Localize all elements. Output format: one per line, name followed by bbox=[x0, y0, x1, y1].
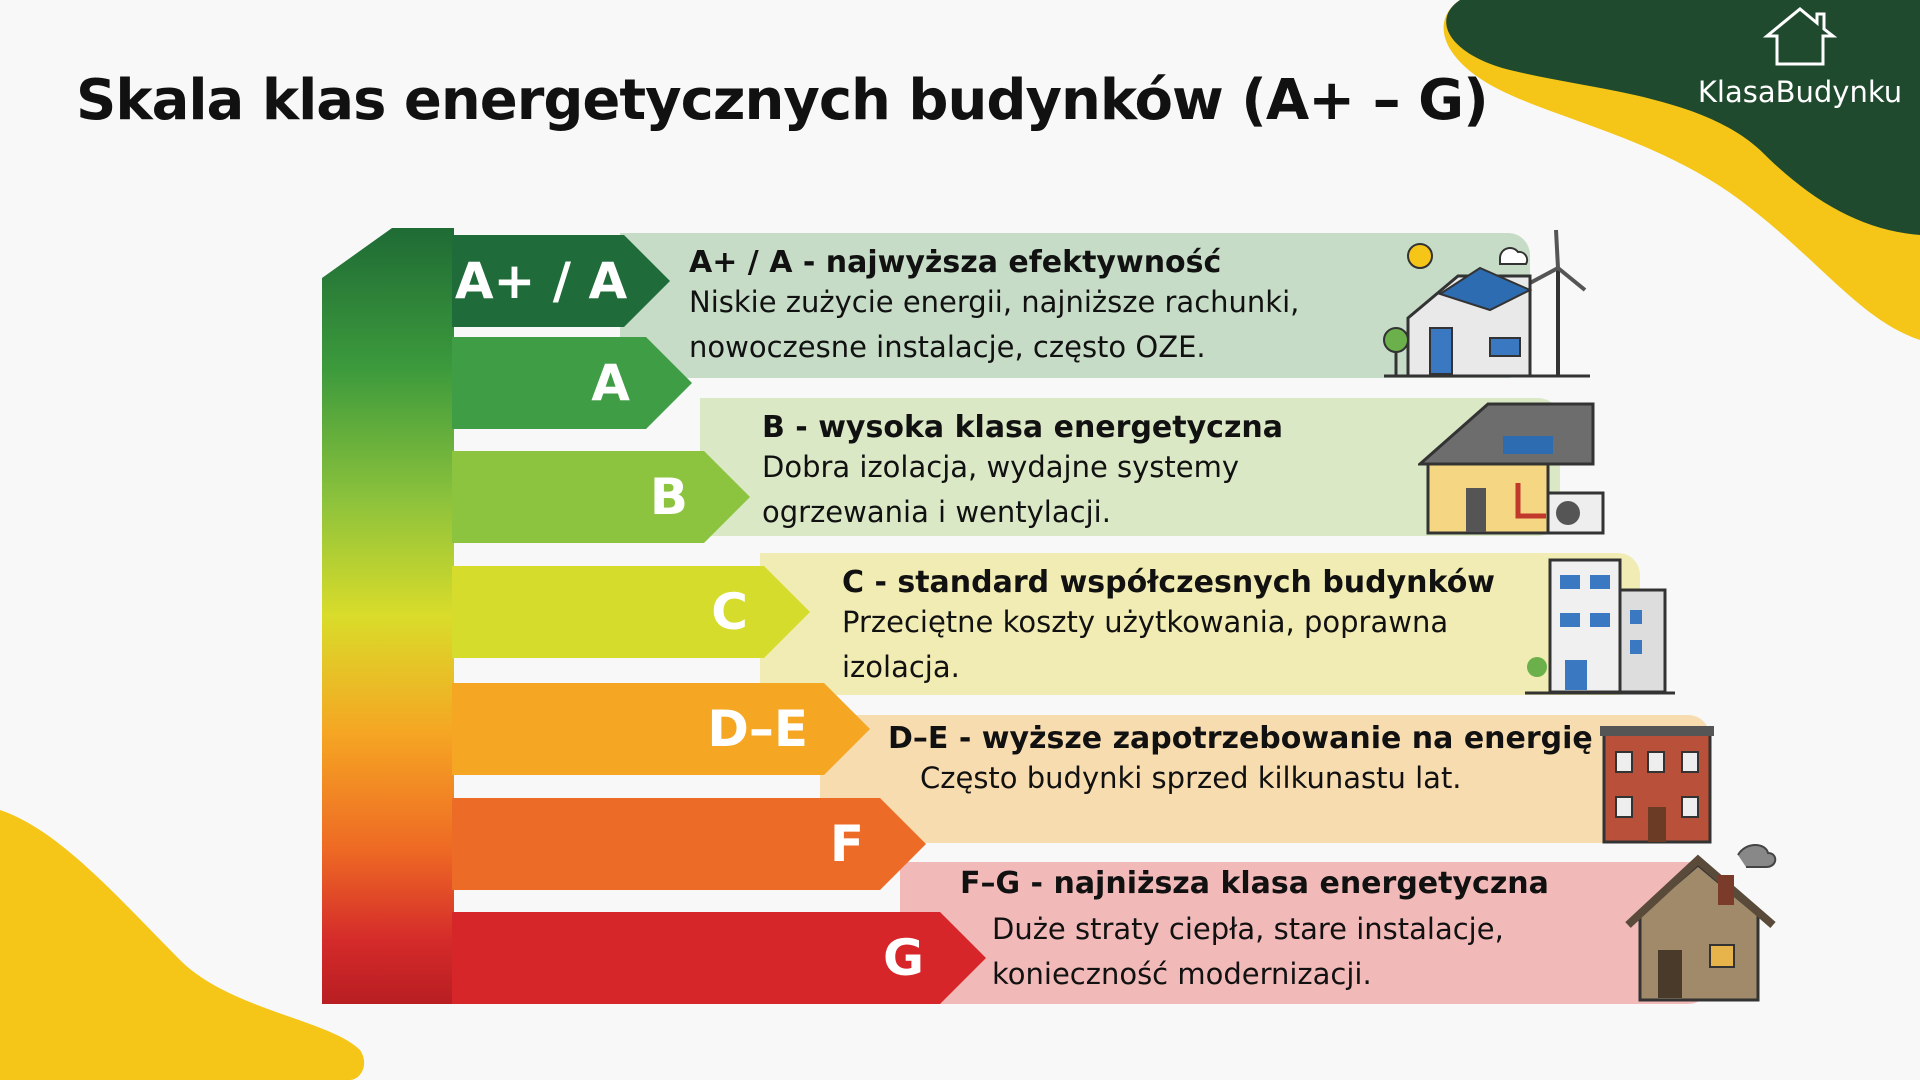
tab-label: G bbox=[882, 929, 924, 987]
band-text: izolacja. bbox=[842, 650, 960, 684]
band-text: nowoczesne instalacje, często OZE. bbox=[689, 330, 1206, 364]
apartment-building-icon bbox=[1525, 558, 1675, 695]
logo-text: KlasaBudynku bbox=[1697, 75, 1903, 109]
band-a: A+ / A - najwyższa efektywność Niskie zu… bbox=[620, 233, 1530, 378]
band-title: C - standard współczesnych budynków bbox=[842, 565, 1496, 600]
logo: KlasaBudynku bbox=[1680, 6, 1920, 109]
tab-a-plus: A+ / A bbox=[452, 235, 670, 327]
tab-label: F bbox=[829, 815, 864, 873]
eco-house-solar-wind-icon bbox=[1383, 229, 1590, 378]
band-text: Często budynki sprzed kilkunastu lat. bbox=[920, 761, 1462, 795]
band-text: ogrzewania i wentylacji. bbox=[762, 495, 1111, 529]
band-b: B - wysoka klasa energetyczna Dobra izol… bbox=[700, 398, 1560, 536]
house-outline-icon bbox=[1762, 7, 1838, 66]
tab-label: D–E bbox=[707, 700, 808, 758]
band-title: B - wysoka klasa energetyczna bbox=[762, 410, 1284, 445]
tab-g: G bbox=[452, 912, 986, 1004]
band-fg: F–G - najniższa klasa energetyczna Duże … bbox=[900, 862, 1710, 1004]
tab-c: C bbox=[452, 566, 810, 658]
energy-scale-bar bbox=[322, 228, 454, 1004]
band-title: F–G - najniższa klasa energetyczna bbox=[960, 866, 1549, 901]
band-text: Niskie zużycie energii, najniższe rachun… bbox=[689, 285, 1300, 319]
band-c: C - standard współczesnych budynków Prze… bbox=[760, 553, 1640, 695]
tab-b: B bbox=[452, 451, 750, 543]
tab-f: F bbox=[452, 798, 926, 890]
tab-label: B bbox=[649, 468, 688, 526]
tab-label: A+ / A bbox=[454, 252, 628, 310]
house-heat-pump-icon bbox=[1418, 402, 1605, 535]
band-text: Duże straty ciepła, stare instalacje, bbox=[992, 912, 1504, 946]
band-title: D–E - wyższe zapotrzebowanie na energię bbox=[888, 721, 1593, 756]
tab-a: A bbox=[452, 337, 692, 429]
band-text: Dobra izolacja, wydajne systemy bbox=[762, 450, 1240, 484]
tab-label: C bbox=[711, 583, 748, 641]
tab-de: D–E bbox=[452, 683, 870, 775]
band-title: A+ / A - najwyższa efektywność bbox=[689, 245, 1222, 280]
band-text: konieczność modernizacji. bbox=[992, 957, 1372, 991]
brick-building-icon bbox=[1600, 726, 1714, 844]
band-de: D–E - wyższe zapotrzebowanie na energię … bbox=[820, 715, 1710, 843]
page-title: Skala klas energetycznych budynków (A+ –… bbox=[76, 68, 1489, 133]
band-text: Przeciętne koszty użytkowania, poprawna bbox=[842, 605, 1449, 639]
old-house-smoke-icon bbox=[1625, 844, 1777, 1002]
corner-decoration-top-right bbox=[1443, 0, 1920, 340]
tab-label: A bbox=[591, 354, 630, 412]
corner-decoration-bottom-left bbox=[0, 810, 365, 1080]
